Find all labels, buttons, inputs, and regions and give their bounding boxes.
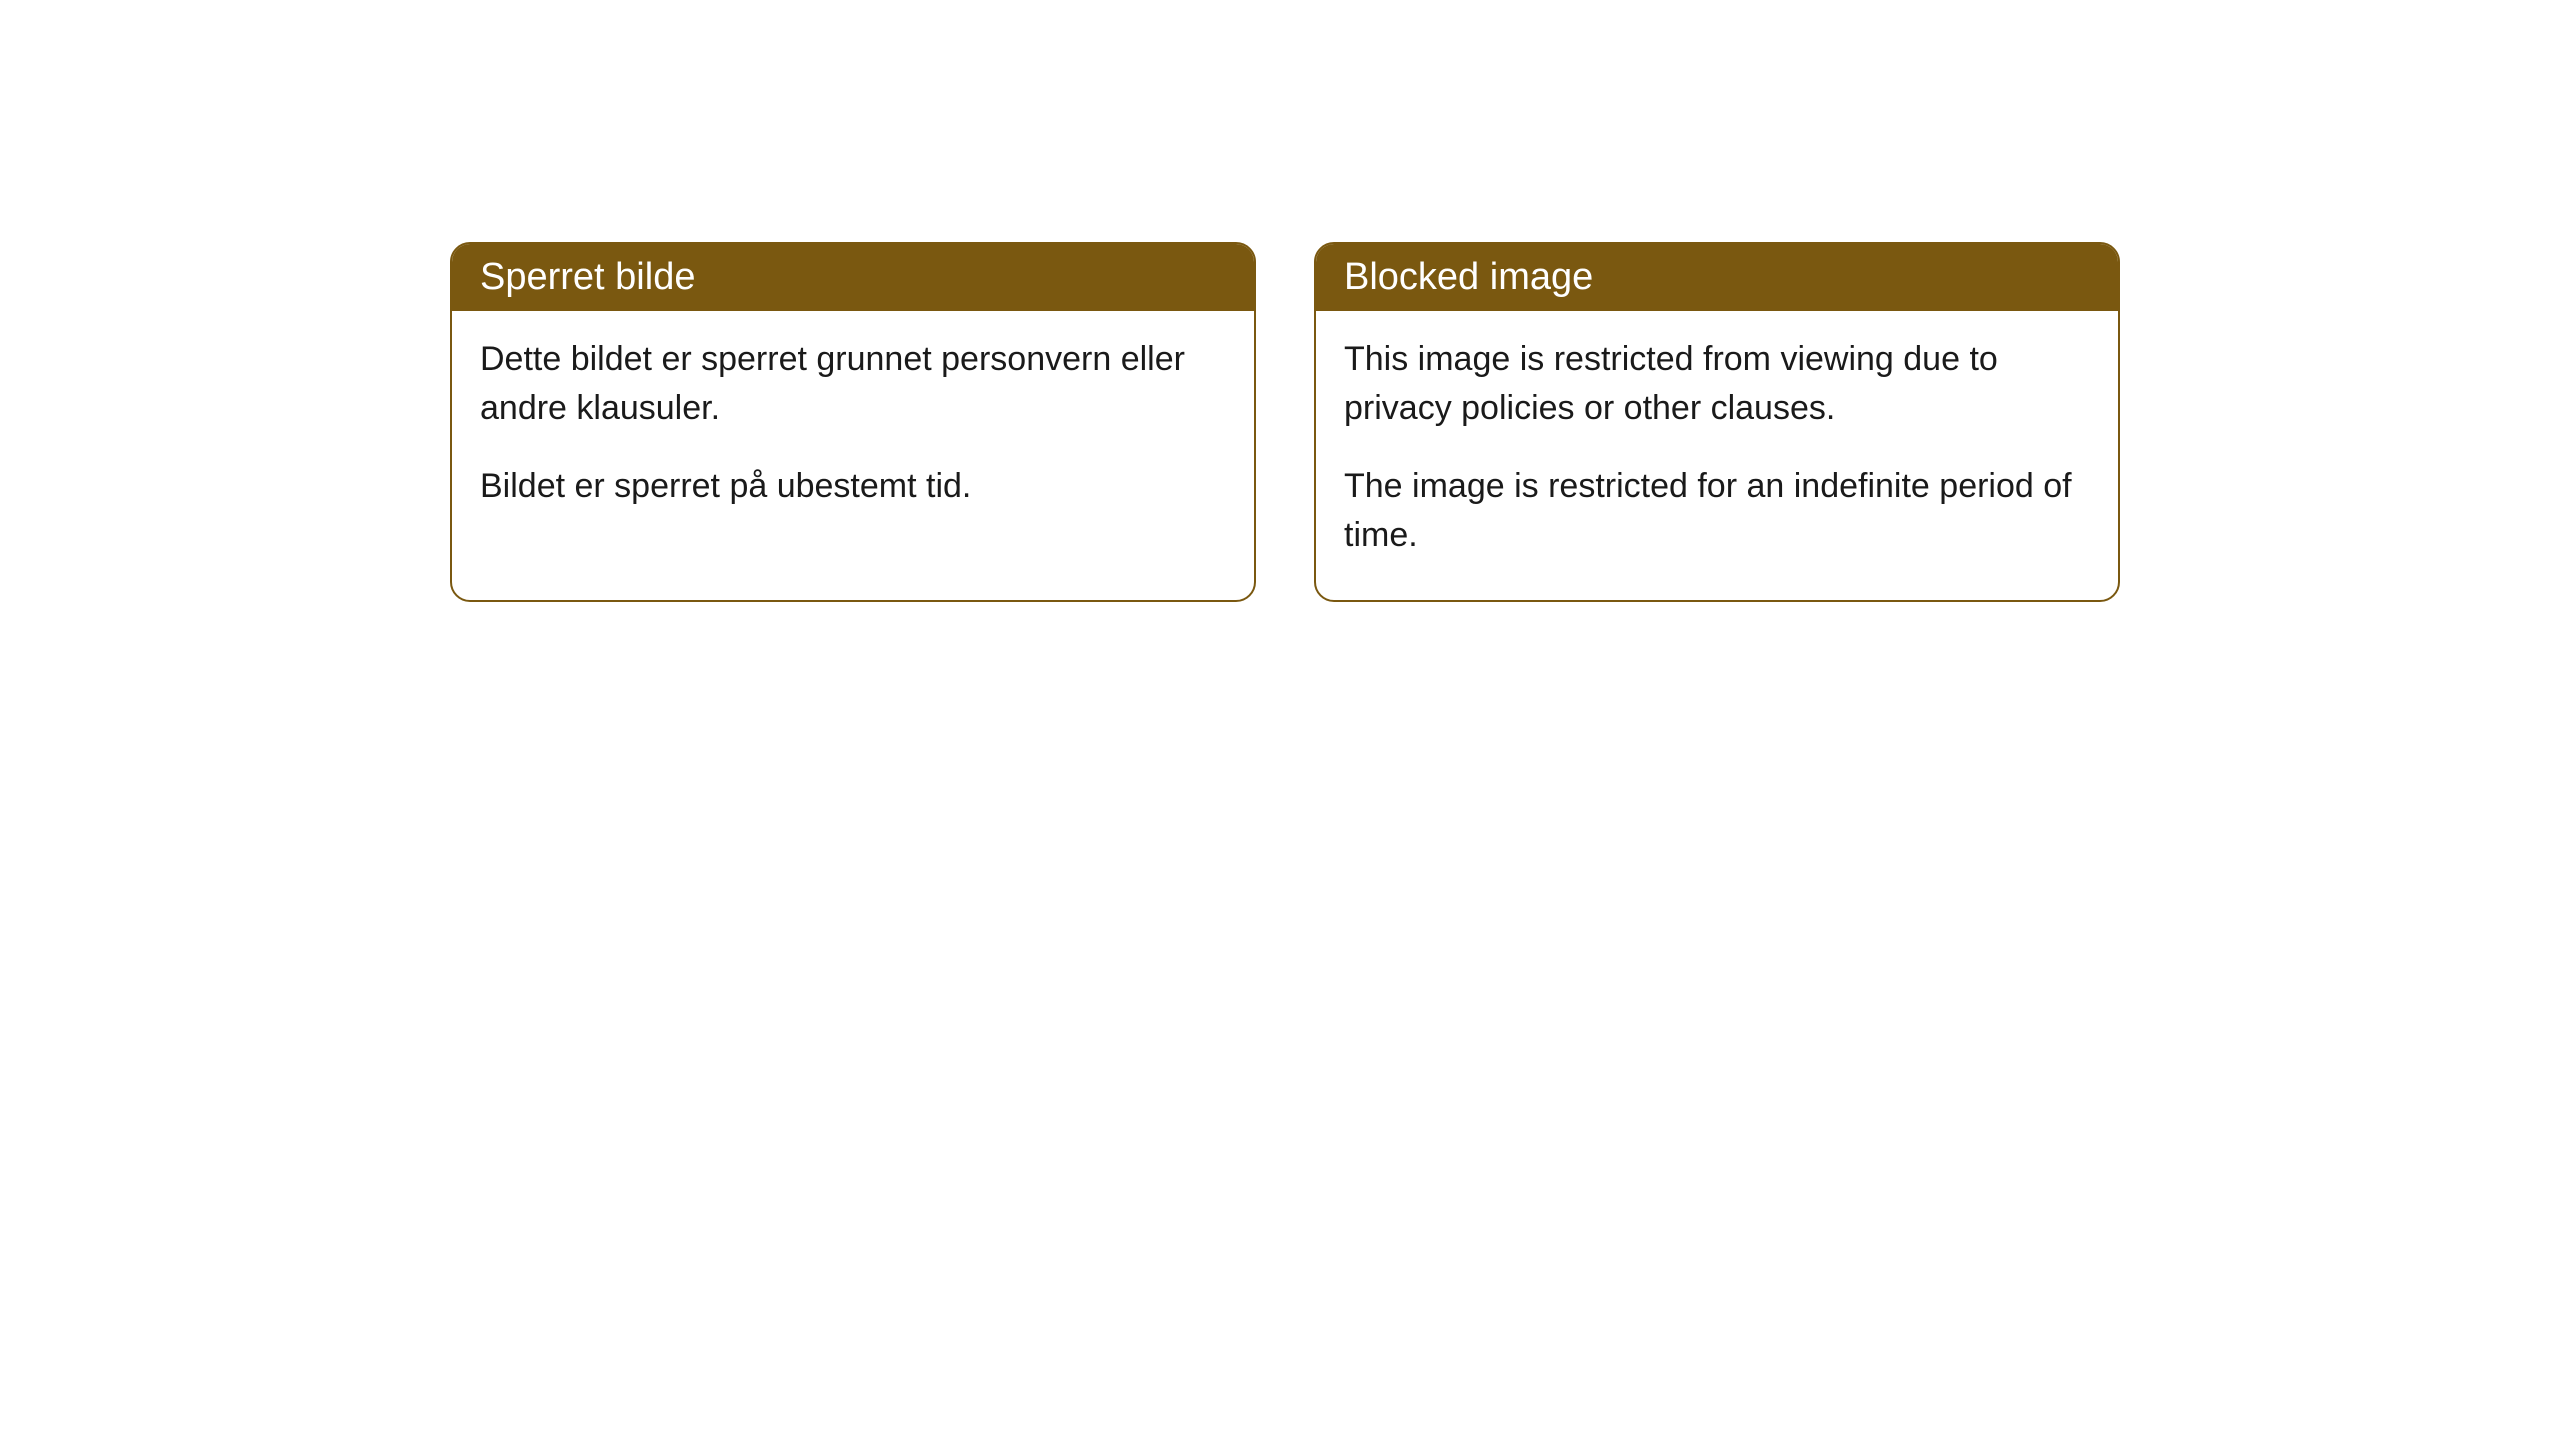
- card-paragraph-2-norwegian: Bildet er sperret på ubestemt tid.: [480, 462, 1226, 511]
- card-paragraph-2-english: The image is restricted for an indefinit…: [1344, 462, 2090, 561]
- blocked-image-card-english: Blocked image This image is restricted f…: [1314, 242, 2120, 602]
- card-title-norwegian: Sperret bilde: [480, 256, 695, 298]
- card-header-norwegian: Sperret bilde: [452, 244, 1254, 311]
- card-title-english: Blocked image: [1344, 256, 1593, 298]
- card-header-english: Blocked image: [1316, 244, 2118, 311]
- card-body-norwegian: Dette bildet er sperret grunnet personve…: [452, 311, 1254, 551]
- card-body-english: This image is restricted from viewing du…: [1316, 311, 2118, 600]
- blocked-image-card-norwegian: Sperret bilde Dette bildet er sperret gr…: [450, 242, 1256, 602]
- card-paragraph-1-english: This image is restricted from viewing du…: [1344, 335, 2090, 434]
- notice-cards-container: Sperret bilde Dette bildet er sperret gr…: [450, 242, 2120, 602]
- card-paragraph-1-norwegian: Dette bildet er sperret grunnet personve…: [480, 335, 1226, 434]
